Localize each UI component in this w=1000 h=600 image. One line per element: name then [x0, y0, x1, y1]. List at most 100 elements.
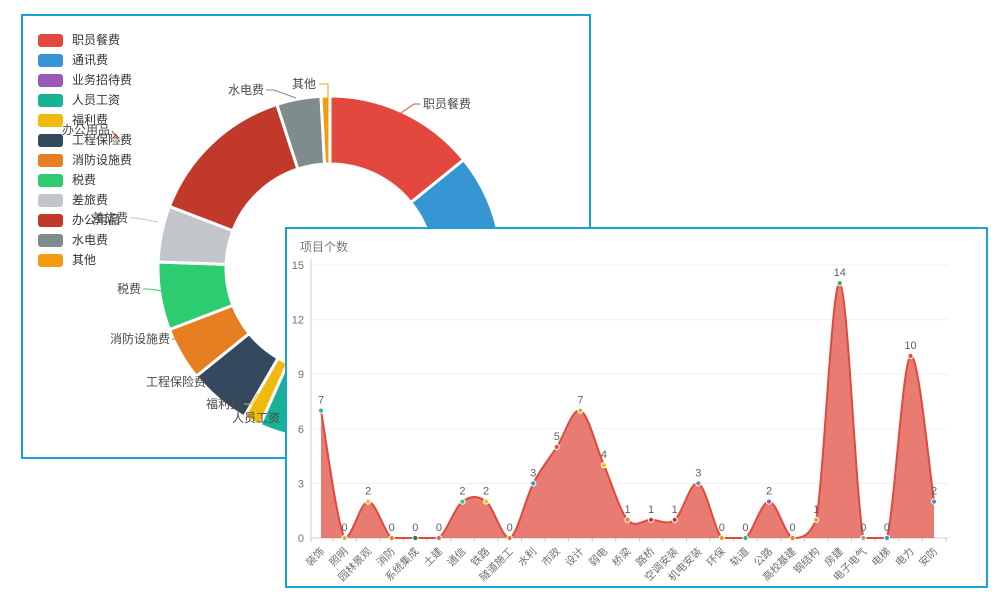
pie-callout-line: [208, 381, 233, 389]
data-point-20[interactable]: [789, 534, 796, 542]
x-axis-label: 市政: [539, 545, 563, 569]
data-point-24[interactable]: [883, 534, 891, 542]
legend-label: 税费: [72, 173, 97, 187]
data-point-3[interactable]: [388, 534, 395, 542]
pie-callout-line: [397, 103, 420, 116]
pie-slice-label: 办公用品: [62, 122, 110, 137]
x-axis-label: 装饰: [303, 545, 327, 569]
x-axis-label: 桥梁: [610, 545, 634, 569]
value-label: 7: [577, 395, 583, 407]
value-label: 0: [790, 522, 796, 534]
legend-item-8[interactable]: 差旅费: [38, 194, 132, 207]
legend-item-4[interactable]: 福利费: [38, 114, 132, 127]
legend-swatch: [38, 114, 63, 127]
y-axis-tick-label: 12: [292, 315, 304, 327]
legend-item-5[interactable]: 工程保险费: [38, 134, 132, 147]
legend-item-3[interactable]: 人员工资: [38, 94, 132, 107]
pie-callout-line: [130, 217, 159, 223]
pie-slice-11[interactable]: [319, 94, 332, 166]
legend-swatch: [38, 74, 63, 87]
pie-slice-label: 福利费: [206, 396, 242, 411]
legend-swatch: [38, 94, 63, 107]
data-point-13[interactable]: [624, 516, 631, 523]
y-axis-tick-label: 6: [298, 424, 304, 436]
legend-item-10[interactable]: 水电费: [38, 234, 132, 247]
value-label: 0: [342, 522, 348, 534]
legend-item-7[interactable]: 税费: [38, 174, 132, 187]
y-axis-tick-label: 15: [292, 260, 304, 272]
value-label: 0: [436, 522, 442, 534]
pie-callout-line: [172, 338, 197, 346]
x-axis-label: 电力: [893, 545, 917, 569]
legend-swatch: [38, 214, 63, 227]
legend-item-1[interactable]: 通讯费: [38, 54, 132, 67]
value-label: 14: [834, 267, 846, 279]
area-fill: [321, 283, 935, 538]
legend-label: 职员餐费: [72, 33, 121, 47]
data-point-10[interactable]: [553, 443, 560, 451]
data-point-17[interactable]: [718, 534, 725, 542]
pie-callout-line: [244, 392, 259, 405]
value-label: 1: [813, 504, 819, 516]
legend-label: 水电费: [72, 233, 109, 247]
data-point-2[interactable]: [365, 498, 372, 505]
legend-swatch: [38, 134, 63, 147]
chart-title: 项目个数: [300, 240, 349, 254]
pie-callout-line: [266, 89, 297, 99]
pie-slice-label: 水电费: [228, 83, 264, 97]
value-label: 7: [318, 395, 324, 407]
pie-slice-9[interactable]: [167, 102, 300, 233]
data-point-25[interactable]: [907, 352, 914, 360]
value-label: 3: [695, 467, 701, 479]
y-axis-tick-label: 3: [298, 478, 304, 490]
data-point-6[interactable]: [459, 498, 466, 505]
data-point-0[interactable]: [317, 407, 325, 414]
value-label: 2: [459, 486, 465, 498]
x-axis-label: 轨道: [728, 545, 752, 569]
legend-item-9[interactable]: 办公用品: [38, 214, 132, 227]
data-point-11[interactable]: [577, 407, 584, 414]
pie-slice-label: 其他: [292, 77, 316, 91]
value-label: 0: [719, 522, 725, 534]
data-point-21[interactable]: [813, 516, 820, 523]
data-point-5[interactable]: [435, 534, 442, 542]
legend-item-11[interactable]: 其他: [38, 254, 132, 267]
y-axis-tick-label: 9: [298, 369, 304, 381]
data-point-4[interactable]: [412, 534, 419, 542]
data-point-19[interactable]: [765, 498, 773, 505]
x-axis-label: 弱电: [586, 545, 610, 569]
data-point-26[interactable]: [930, 498, 938, 505]
pie-slice-label: 人员工资: [232, 411, 280, 425]
x-axis-label: 电梯: [869, 545, 893, 569]
data-point-9[interactable]: [530, 480, 537, 487]
pie-slice-label: 税费: [117, 282, 141, 296]
data-point-22[interactable]: [836, 280, 843, 287]
legend-swatch: [38, 34, 63, 47]
data-point-18[interactable]: [742, 534, 749, 542]
data-point-14[interactable]: [648, 516, 655, 523]
pie-callout-line: [319, 83, 329, 112]
legend-label: 业务招待费: [72, 73, 133, 87]
legend-item-2[interactable]: 业务招待费: [38, 74, 132, 87]
value-label: 0: [412, 522, 418, 534]
value-label: 2: [766, 486, 772, 498]
legend-label: 办公用品: [72, 213, 121, 227]
value-label: 2: [931, 486, 937, 498]
x-axis-label: 环保: [704, 545, 728, 569]
value-label: 0: [860, 522, 866, 534]
pie-slice-label: 消防设施费: [110, 331, 170, 346]
legend-item-0[interactable]: 职员餐费: [38, 34, 132, 47]
legend-label: 差旅费: [72, 193, 109, 207]
data-point-12[interactable]: [600, 462, 608, 469]
data-point-16[interactable]: [695, 480, 702, 487]
data-point-23[interactable]: [860, 534, 867, 542]
value-label: 1: [672, 504, 678, 516]
data-point-8[interactable]: [506, 534, 513, 542]
legend-item-6[interactable]: 消防设施费: [38, 154, 132, 167]
legend-swatch: [38, 174, 63, 187]
x-axis-label: 安防: [916, 545, 940, 569]
data-point-15[interactable]: [671, 516, 678, 523]
value-label: 0: [884, 522, 890, 534]
data-point-7[interactable]: [482, 498, 490, 505]
data-point-1[interactable]: [341, 534, 348, 542]
